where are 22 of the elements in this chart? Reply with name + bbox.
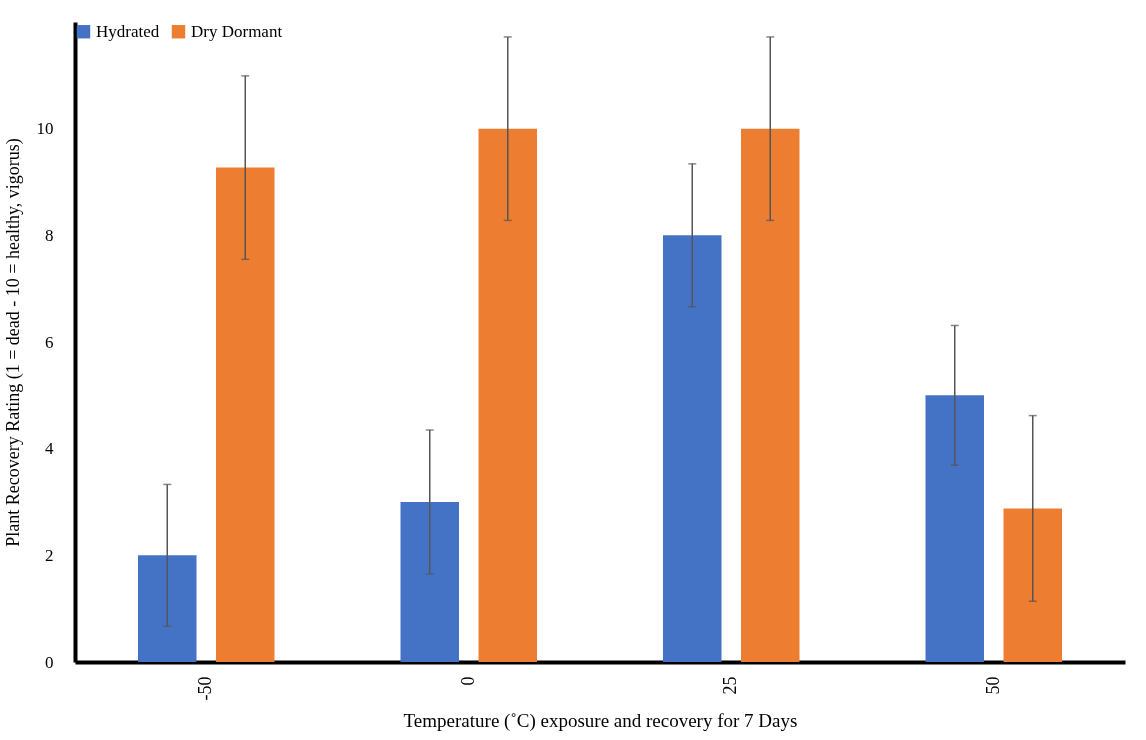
x-tick-label: -50	[195, 676, 216, 701]
x-tick-label: 25	[720, 676, 741, 695]
bar	[138, 555, 197, 662]
bar	[400, 502, 459, 662]
bar	[741, 128, 800, 662]
legend-label: Dry Dormant	[191, 21, 283, 41]
y-tick-label: 2	[45, 545, 54, 565]
x-axis-title: Temperature (˚C) exposure and recovery for 7 Days	[403, 710, 798, 733]
bar	[216, 167, 275, 662]
bar	[1003, 508, 1062, 662]
y-tick-label: 10	[36, 119, 54, 139]
y-tick-label: 8	[45, 225, 54, 245]
y-tick-label: 4	[45, 439, 54, 459]
y-axis-title: Plant Recovery Rating (1 = dead - 10 = healthy, vigorus)	[2, 138, 24, 547]
bar	[663, 235, 722, 662]
x-tick-label: 0	[457, 676, 478, 686]
bar	[925, 395, 984, 662]
y-tick-label: 0	[45, 652, 54, 672]
legend-label: Hydrated	[96, 21, 160, 41]
bar	[478, 128, 537, 662]
y-tick-label: 6	[45, 332, 54, 352]
x-tick-label: 50	[982, 676, 1003, 695]
